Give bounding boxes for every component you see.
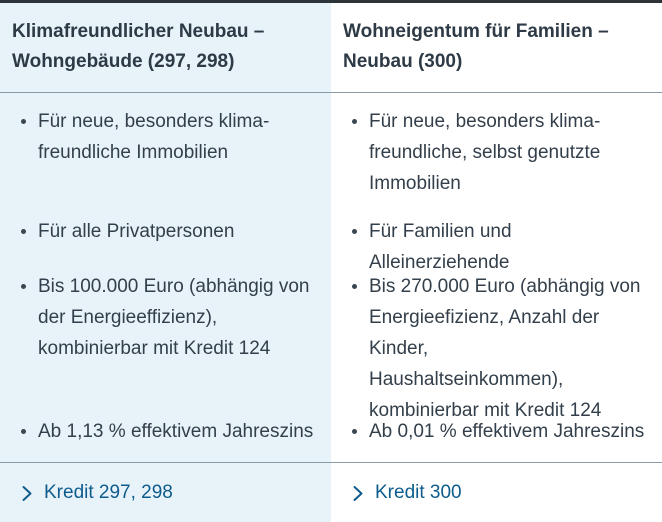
column-header-klimafreundlicher-neubau: Klimafreundlicher Neubau – Wohngebäude (… (0, 3, 331, 92)
chevron-right-icon (352, 485, 364, 502)
table-row-links: Kredit 297, 298 Kredit 300 (0, 463, 662, 522)
table-row-target-group: Für neue, besonders klima- freundliche I… (0, 93, 662, 209)
table-row-loan-amount: Bis 100.000 Euro (abhängig von der Energ… (0, 258, 662, 436)
cell-left: Kredit 297, 298 (0, 463, 331, 522)
link-label: Kredit 300 (375, 482, 462, 503)
cell-right: Kredit 300 (331, 463, 662, 522)
link-kredit-297-298[interactable]: Kredit 297, 298 (12, 479, 173, 507)
bullet-item: Für neue, besonders klima- freundliche I… (12, 106, 315, 168)
table-row-interest-rate: Ab 1,13 % effektivem Jahreszins Ab 0,01 … (0, 403, 662, 463)
cell-right: Ab 0,01 % effektivem Jahreszins (331, 403, 662, 462)
cell-left: Für neue, besonders klima- freundliche I… (0, 93, 331, 209)
bullet-item: Für neue, besonders klima- freundliche, … (343, 106, 646, 199)
link-kredit-300[interactable]: Kredit 300 (343, 479, 462, 507)
link-label: Kredit 297, 298 (44, 482, 173, 503)
cell-right: Für neue, besonders klima- freundliche, … (331, 93, 662, 209)
bullet-item: Für alle Privatpersonen (12, 216, 315, 247)
cell-right: Bis 270.000 Euro (abhängig von Energieef… (331, 258, 662, 436)
bullet-item: Ab 0,01 % effektivem Jahreszins (343, 416, 646, 447)
bullet-item: Ab 1,13 % effektivem Jahreszins (12, 416, 315, 447)
cell-right: Für Familien und Alleinerziehende (331, 203, 662, 288)
bullet-item: Bis 270.000 Euro (abhängig von Energieef… (343, 271, 646, 426)
column-header-wohneigentum-familien: Wohneigentum für Familien – Neubau (300) (331, 3, 662, 92)
bullet-item: Für Familien und Alleinerziehende (343, 216, 646, 278)
chevron-right-icon (21, 485, 33, 502)
table-row-eligibility: Für alle Privatpersonen Für Familien und… (0, 203, 662, 288)
cell-left: Ab 1,13 % effektivem Jahreszins (0, 403, 331, 462)
bullet-item: Bis 100.000 Euro (abhängig von der Energ… (12, 271, 315, 364)
table-header-row: Klimafreundlicher Neubau – Wohngebäude (… (0, 3, 662, 93)
